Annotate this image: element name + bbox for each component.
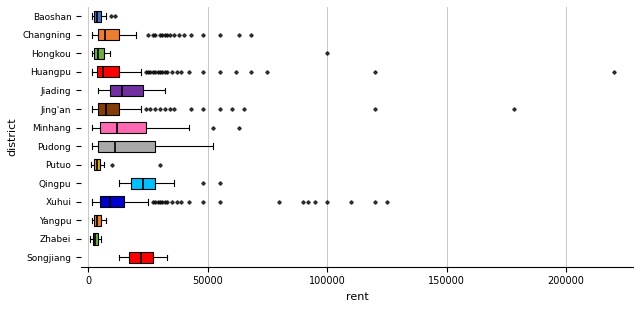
PathPatch shape	[100, 196, 124, 207]
PathPatch shape	[97, 66, 119, 78]
Y-axis label: district: district	[7, 117, 17, 156]
PathPatch shape	[94, 48, 104, 59]
PathPatch shape	[94, 11, 101, 22]
PathPatch shape	[129, 252, 153, 263]
PathPatch shape	[98, 141, 155, 152]
PathPatch shape	[131, 178, 155, 189]
X-axis label: rent: rent	[346, 292, 369, 302]
PathPatch shape	[110, 85, 143, 96]
PathPatch shape	[93, 233, 98, 244]
PathPatch shape	[94, 159, 100, 170]
PathPatch shape	[98, 29, 119, 40]
PathPatch shape	[98, 104, 119, 115]
PathPatch shape	[94, 215, 101, 226]
PathPatch shape	[100, 122, 146, 133]
